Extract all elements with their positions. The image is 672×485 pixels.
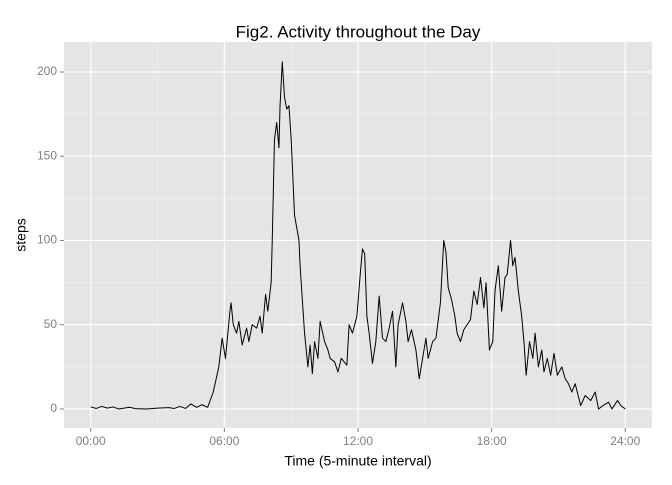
- x-tick-label: 18:00: [477, 434, 507, 448]
- y-tick-label: 150: [37, 148, 57, 162]
- x-tick-label: 06:00: [209, 434, 239, 448]
- x-tick-label: 00:00: [76, 434, 106, 448]
- grid: [64, 42, 652, 428]
- y-tick-label: 0: [50, 401, 57, 415]
- series-line: [90, 61, 626, 410]
- x-axis-label: Time (5-minute interval): [284, 453, 431, 469]
- y-tick-label: 200: [37, 64, 57, 78]
- y-tick-label: 50: [44, 317, 58, 331]
- chart-title: Fig2. Activity throughout the Day: [236, 22, 481, 41]
- x-tick-label: 24:00: [610, 434, 640, 448]
- y-axis-label: steps: [13, 218, 29, 251]
- plot-area: [90, 61, 626, 410]
- x-tick-label: 12:00: [343, 434, 373, 448]
- y-tick-label: 100: [37, 233, 57, 247]
